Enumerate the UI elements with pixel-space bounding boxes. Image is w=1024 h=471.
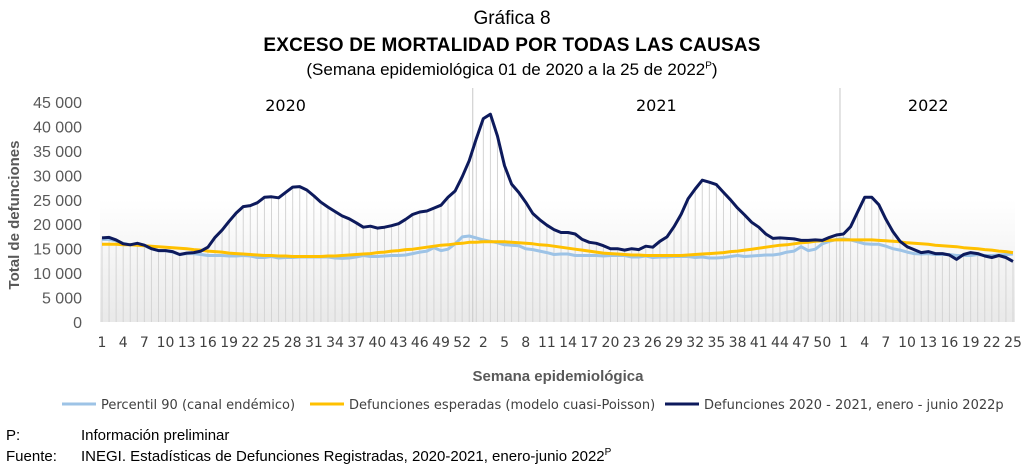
y-tick-label: 5 000 xyxy=(42,291,82,308)
x-tick-label: 13 xyxy=(178,335,196,351)
x-tick-label: 1 xyxy=(98,335,107,351)
chart-title: EXCESO DE MORTALIDAD POR TODAS LAS CAUSA… xyxy=(263,35,761,56)
x-tick-label: 2 xyxy=(479,335,488,351)
y-tick-label: 45 000 xyxy=(33,95,82,112)
plot-background xyxy=(100,200,1015,322)
x-tick-label: 20 xyxy=(602,335,620,351)
x-tick-label: 22 xyxy=(983,335,1001,351)
year-label: 2021 xyxy=(636,96,677,115)
x-tick-label: 5 xyxy=(500,335,509,351)
x-tick-label: 26 xyxy=(644,335,662,351)
y-tick-label: 40 000 xyxy=(33,119,82,136)
line-chart: 0 5 000 10 000 15 000 20 000 25 000 30 000 35 0… xyxy=(6,88,1022,413)
x-tick-label: 38 xyxy=(729,335,747,351)
footnote-text: Información preliminar xyxy=(81,427,230,444)
x-tick-label: 25 xyxy=(1004,335,1022,351)
x-tick-label: 46 xyxy=(411,335,429,351)
x-tick-label: 44 xyxy=(771,335,789,351)
footnote-text: INEGI. Estadísticas de Defunciones Regis… xyxy=(81,448,605,465)
chart-number: Gráfica 8 xyxy=(473,8,551,29)
y-tick-label: 10 000 xyxy=(33,266,82,283)
y-tick-label: 20 000 xyxy=(33,217,82,234)
y-tick-label: 0 xyxy=(73,315,82,332)
x-tick-label: 41 xyxy=(750,335,768,351)
x-tick-label: 7 xyxy=(140,335,149,351)
footnote-sup: P xyxy=(604,447,612,458)
footnote-key: P: xyxy=(6,427,21,444)
x-tick-label: 17 xyxy=(580,335,598,351)
x-tick-label: 11 xyxy=(538,335,556,351)
series-line-1 xyxy=(102,234,1014,260)
footnote-key: Fuente: xyxy=(6,448,57,465)
x-tick-label: 25 xyxy=(263,335,281,351)
year-label: 2022 xyxy=(908,96,949,115)
x-tick-label: 14 xyxy=(559,335,577,351)
x-tick-label: 49 xyxy=(432,335,450,351)
legend-label: Defunciones 2020 - 2021, enero - junio 2… xyxy=(704,398,1004,413)
x-tick-label: 22 xyxy=(241,335,259,351)
y-tick-label: 30 000 xyxy=(33,168,82,185)
x-tick-label: 32 xyxy=(686,335,704,351)
x-tick-label: 16 xyxy=(199,335,217,351)
x-tick-label: 1 xyxy=(839,335,848,351)
x-tick-label: 50 xyxy=(813,335,831,351)
x-tick-label: 47 xyxy=(792,335,810,351)
year-label: 2020 xyxy=(265,96,306,115)
x-tick-label: 4 xyxy=(860,335,869,351)
x-tick-label: 19 xyxy=(220,335,238,351)
y-tick-label: 15 000 xyxy=(33,242,82,259)
x-tick-label: 31 xyxy=(305,335,323,351)
x-tick-label: 29 xyxy=(665,335,683,351)
x-tick-label: 10 xyxy=(898,335,916,351)
y-tick-label: 25 000 xyxy=(33,193,82,210)
x-tick-label: 16 xyxy=(941,335,959,351)
x-tick-label: 10 xyxy=(157,335,175,351)
x-tick-label: 8 xyxy=(521,335,530,351)
footnote-source: Fuente: INEGI. Estadísticas de Defuncione… xyxy=(6,447,611,465)
subtitle-sup: P xyxy=(705,60,712,72)
legend-label: Defunciones esperadas (modelo cuasi-Pois… xyxy=(349,398,655,413)
y-axis-title: Total de defunciones xyxy=(6,141,23,290)
x-tick-label: 40 xyxy=(369,335,387,351)
x-tick-label: 23 xyxy=(623,335,641,351)
x-tick-label: 28 xyxy=(284,335,302,351)
x-tick-label: 37 xyxy=(347,335,365,351)
x-tick-label: 43 xyxy=(390,335,408,351)
x-tick-label: 7 xyxy=(881,335,890,351)
x-tick-label: 35 xyxy=(707,335,725,351)
subtitle-text: (Semana epidemiológica 01 de 2020 a la 2… xyxy=(306,60,706,79)
series-line-3 xyxy=(101,112,1014,263)
x-tick-label: 34 xyxy=(326,335,344,351)
subtitle-end: ) xyxy=(711,60,718,79)
chart-subtitle: (Semana epidemiológica 01 de 2020 a la 2… xyxy=(0,60,1024,80)
x-axis-title: Semana epidemiológica xyxy=(473,368,645,385)
x-tick-label: 13 xyxy=(919,335,937,351)
x-tick-label: 52 xyxy=(453,335,471,351)
x-tick-label: 19 xyxy=(962,335,980,351)
y-tick-label: 35 000 xyxy=(33,144,82,161)
series-line-2 xyxy=(102,238,1014,258)
x-tick-label: 4 xyxy=(119,335,128,351)
footnote-p: P: Información preliminar xyxy=(6,427,229,444)
legend-label: Percentil 90 (canal endémico) xyxy=(101,398,295,413)
